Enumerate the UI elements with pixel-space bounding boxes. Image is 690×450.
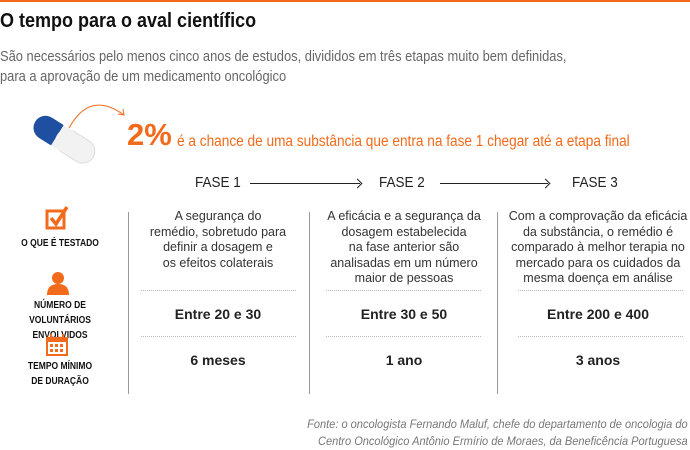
text-line: A segurança do [174,209,262,223]
column-divider [128,212,129,394]
text-line: os efeitos colaterais [162,255,274,270]
chance-text: é a chance de uma substância que entra n… [177,133,630,150]
label-line: TEMPO MÍNIMO [27,361,93,372]
column-divider [497,212,498,394]
text-line: maior de pessoas [354,271,454,285]
phase-2-volunteers: Entre 30 e 50 [360,306,448,322]
source-line: Fonte: o oncologista Fernando Maluf, che… [307,417,688,431]
phase-2-heading: FASE 2 [379,174,425,191]
phase-1-tested: A segurança do remédio, sobretudo para d… [128,209,308,271]
row-divider [326,290,481,291]
subtitle-line: São necessários pelo menos cinco anos de… [0,48,567,65]
subtitle-line: para a aprovação de um medicamento oncol… [0,68,287,85]
phase-1-duration: 6 meses [190,352,246,368]
person-icon [47,272,69,295]
text-line: comparado à melhor terapia no [511,240,685,254]
page-title: O tempo para o aval científico [0,10,257,32]
label-line: NÚMERO DE VOLUNTÁRIOS [29,300,91,326]
label-line: ENVOLVIDOS [32,330,88,341]
arrow-icon [250,183,360,184]
row-divider [141,290,296,291]
text-line: A eficácia e a segurança da [327,209,481,223]
row-divider [518,290,683,291]
subtitle: São necessários pelo menos cinco anos de… [0,47,566,87]
phase-1-heading: FASE 1 [195,174,241,191]
phase-1-volunteers: Entre 20 e 30 [174,306,262,322]
text-line: dosagem estabelecida [341,224,467,239]
label-line: DE DURAÇÃO [31,376,89,387]
label-volunteers: NÚMERO DE VOLUNTÁRIOS ENVOLVIDOS [9,298,111,343]
row-divider [141,336,296,337]
phase-2-duration: 1 ano [385,352,423,368]
text-line: na fase anterior são [348,240,460,254]
phase-3-duration: 3 anos [575,352,621,368]
source-line: Centro Oncológico Antônio Ermírio de Mor… [318,434,688,448]
chance-percent: 2% [127,117,172,152]
top-rule [0,0,690,2]
text-line: mercado para os cuidados da [515,255,681,270]
text-line: Com a comprovação da eficácia [508,209,688,223]
checkbox-icon [45,206,69,230]
text-line: definir a dosagem e [163,240,273,254]
label-tested: O QUE É TESTADO [21,238,99,249]
phase-3-volunteers: Entre 200 e 400 [547,306,649,322]
label-duration: TEMPO MÍNIMO DE DURAÇÃO [9,359,111,389]
row-divider [326,336,481,337]
text-line: remédio, sobretudo para [149,224,287,239]
arrow-icon [440,183,548,184]
pill-icon [33,104,125,164]
text-line: da substância, o remédio é [522,224,674,239]
text-line: mesma doença em análise [523,271,673,285]
phase-3-heading: FASE 3 [572,174,618,191]
column-divider [309,212,310,394]
text-line: analisadas em um número [330,255,478,270]
phase-3-tested: Com a comprovação da eficácia da substân… [503,209,690,287]
calendar-icon [46,334,68,356]
row-divider [518,336,683,337]
source-note: Fonte: o oncologista Fernando Maluf, che… [307,416,688,450]
phase-2-tested: A eficácia e a segurança da dosagem esta… [314,209,494,287]
